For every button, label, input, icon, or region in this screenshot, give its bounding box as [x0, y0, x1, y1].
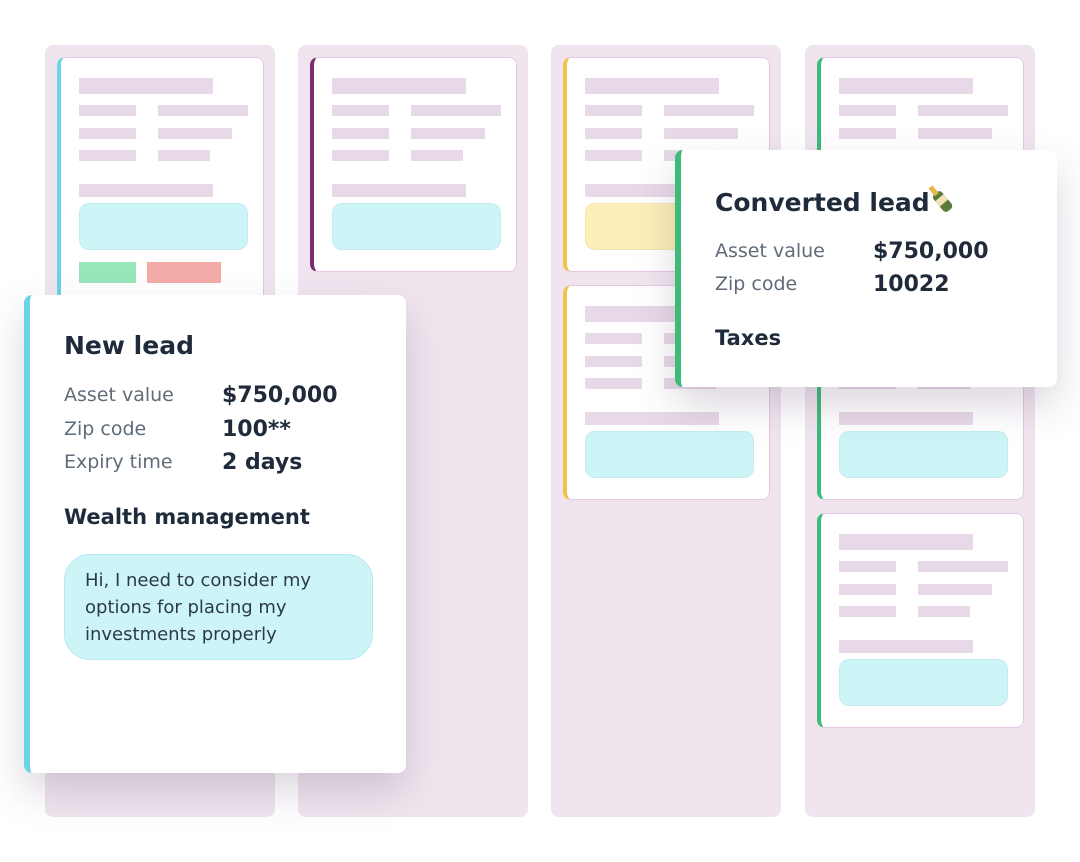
- field-value: 100**: [222, 417, 291, 442]
- placeholder-bar: [411, 128, 485, 139]
- placeholder-bar: [585, 412, 719, 425]
- field-value: 10022: [873, 272, 950, 297]
- new-lead-card[interactable]: New lead Asset value $750,000 Zip code 1…: [24, 295, 406, 773]
- placeholder-bar: [839, 78, 973, 94]
- placeholder-bar: [79, 128, 136, 139]
- placeholder-bar: [839, 640, 973, 653]
- category: Wealth management: [64, 505, 310, 529]
- placeholder-bar: [918, 105, 1008, 116]
- placeholder-block: [839, 431, 1008, 478]
- placeholder-bar: [664, 128, 738, 139]
- placeholder-bar: [332, 105, 389, 116]
- converted-lead-card[interactable]: Converted lead Asset value $750,000 Zip …: [675, 150, 1057, 387]
- field-value: $750,000: [873, 239, 989, 264]
- card-title: Converted lead: [715, 188, 930, 217]
- placeholder-bar: [585, 128, 642, 139]
- card-title: New lead: [64, 331, 194, 360]
- placeholder-bar: [332, 78, 466, 94]
- placeholder-bar: [839, 128, 896, 139]
- placeholder-bar: [918, 606, 970, 617]
- placeholder-bar: [839, 534, 973, 550]
- placeholder-bar: [839, 561, 896, 572]
- placeholder-bar: [332, 150, 389, 161]
- placeholder-bar: [79, 150, 136, 161]
- champagne-icon: [928, 185, 953, 212]
- placeholder-bar: [158, 128, 232, 139]
- placeholder-block: [79, 203, 248, 250]
- placeholder-bar: [158, 105, 248, 116]
- placeholder-block: [585, 431, 754, 478]
- placeholder-bar: [332, 184, 466, 197]
- placeholder-bar: [918, 561, 1008, 572]
- placeholder-bar: [839, 105, 896, 116]
- placeholder-bar: [839, 606, 896, 617]
- placeholder-bar: [332, 128, 389, 139]
- placeholder-block: [839, 659, 1008, 706]
- placeholder-bar: [918, 128, 992, 139]
- placeholder-bar: [664, 105, 754, 116]
- placeholder-bar: [411, 150, 463, 161]
- placeholder-bar: [411, 105, 501, 116]
- placeholder-bar: [585, 333, 642, 344]
- placeholder-bar: [79, 105, 136, 116]
- field-label: Asset value: [64, 384, 174, 406]
- field-label: Asset value: [715, 240, 825, 262]
- field-value: $750,000: [222, 383, 338, 408]
- placeholder-bar: [79, 184, 213, 197]
- placeholder-card: [817, 513, 1024, 728]
- placeholder-block: [332, 203, 501, 250]
- placeholder-card: [310, 57, 517, 272]
- placeholder-card: [57, 57, 264, 307]
- field-label: Expiry time: [64, 451, 173, 473]
- placeholder-tag: [79, 262, 136, 283]
- placeholder-bar: [158, 150, 210, 161]
- placeholder-tag: [147, 262, 221, 283]
- message-bubble: Hi, I need to consider my options for pl…: [64, 554, 373, 660]
- field-label: Zip code: [64, 418, 147, 440]
- placeholder-bar: [839, 584, 896, 595]
- field-value: 2 days: [222, 450, 303, 475]
- placeholder-bar: [918, 584, 992, 595]
- placeholder-bar: [585, 105, 642, 116]
- category: Taxes: [715, 326, 782, 350]
- field-label: Zip code: [715, 273, 798, 295]
- placeholder-bar: [79, 78, 213, 94]
- placeholder-bar: [585, 78, 719, 94]
- placeholder-bar: [585, 356, 642, 367]
- placeholder-bar: [585, 378, 642, 389]
- placeholder-bar: [585, 150, 642, 161]
- placeholder-bar: [839, 412, 973, 425]
